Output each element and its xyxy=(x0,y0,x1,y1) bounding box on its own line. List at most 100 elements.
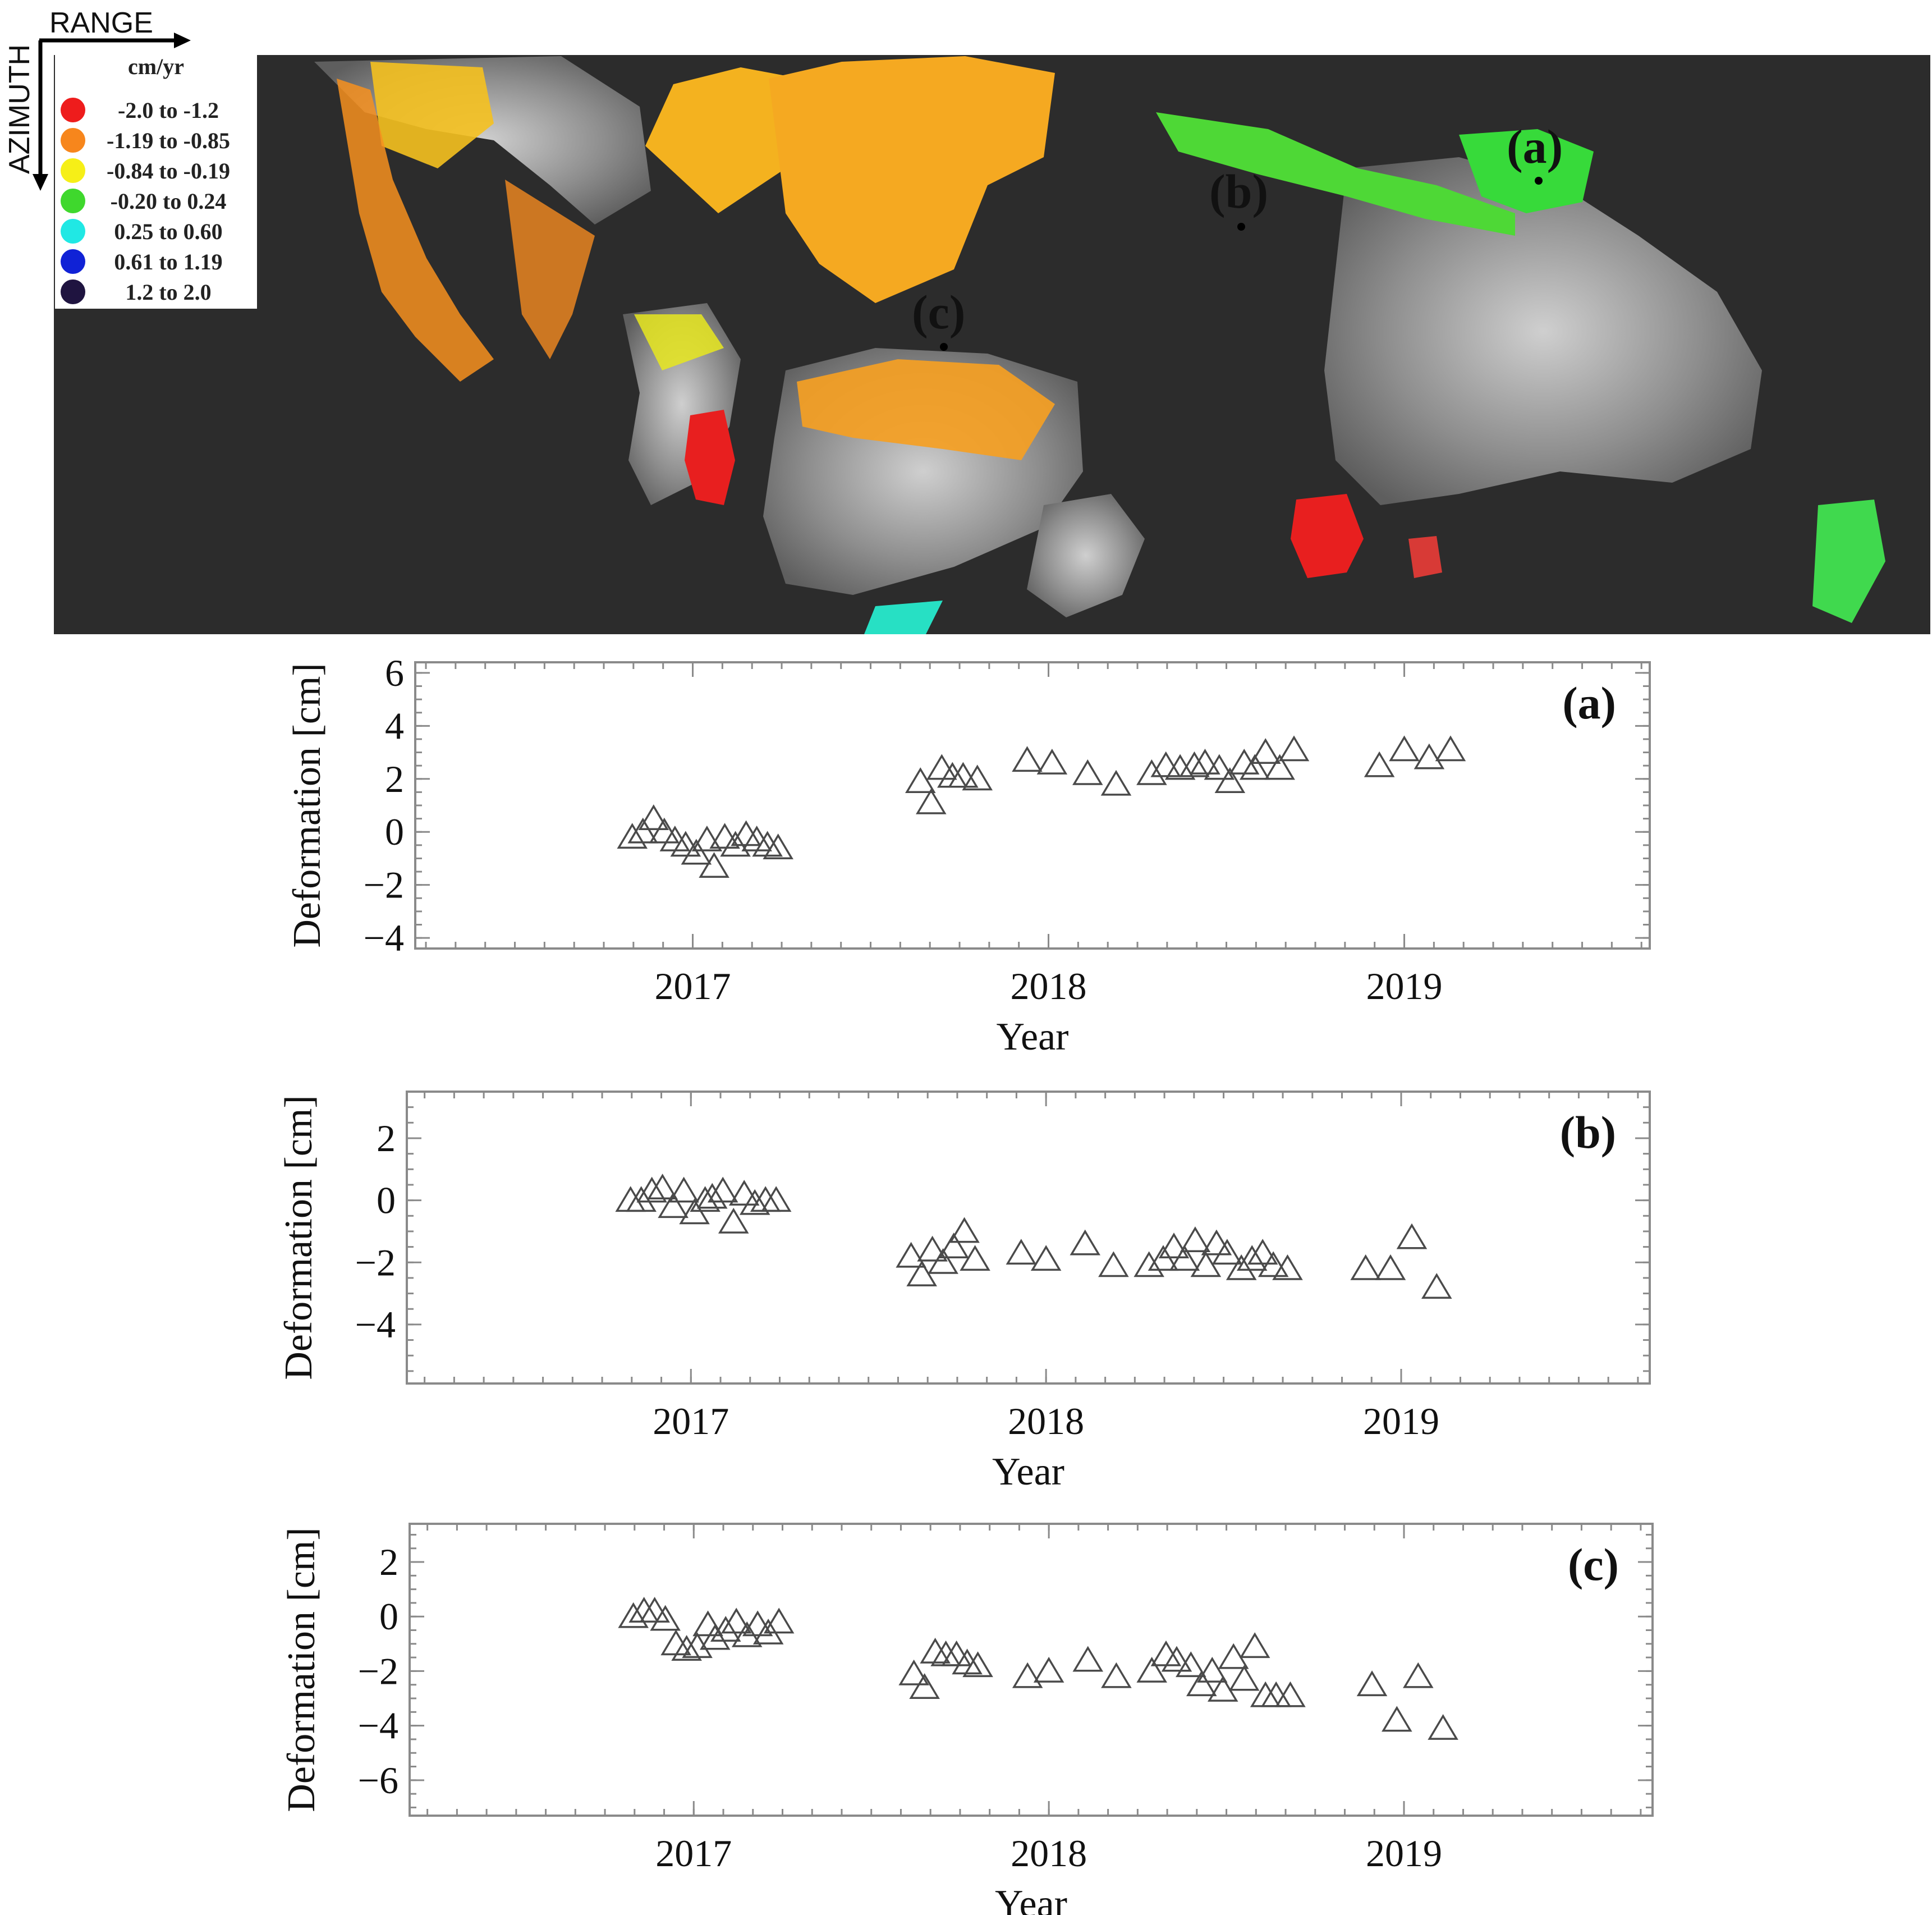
data-point xyxy=(1211,1239,1243,1265)
data-point xyxy=(1006,1239,1037,1265)
y-axis-label: Deformation [cm] xyxy=(286,663,329,947)
data-point xyxy=(617,823,648,849)
legend-swatch xyxy=(61,249,85,274)
legend-swatch xyxy=(61,219,85,244)
data-point xyxy=(760,1186,792,1212)
range-label: RANGE xyxy=(49,7,153,39)
panel-label: (b) xyxy=(1560,1107,1616,1158)
data-point xyxy=(763,833,793,860)
data-point xyxy=(763,1607,795,1634)
y-tick-label: −2 xyxy=(364,864,404,906)
data-point xyxy=(962,1651,993,1678)
data-point xyxy=(1239,754,1270,780)
x-tick-label: 2019 xyxy=(1366,1832,1442,1875)
data-point xyxy=(1236,1245,1268,1271)
data-point xyxy=(1176,1651,1206,1678)
data-point xyxy=(1275,1681,1306,1707)
data-point xyxy=(638,804,669,831)
y-tick-label: −2 xyxy=(355,1241,396,1284)
x-axis-label: Year xyxy=(992,1450,1064,1493)
legend-label: -2.0 to -1.2 xyxy=(118,98,219,123)
panel-label: (a) xyxy=(1562,677,1616,729)
data-point xyxy=(1190,1251,1222,1277)
data-point xyxy=(639,1597,670,1623)
velocity-legend: cm/yr -2.0 to -1.2 -1.19 to -0.85 -0.84 to… xyxy=(55,54,257,309)
data-point xyxy=(709,823,740,849)
data-point xyxy=(710,1616,741,1642)
data-point xyxy=(1226,1254,1257,1280)
x-tick-label: 2017 xyxy=(655,965,731,1007)
y-axis-label: Deformation [cm] xyxy=(280,1527,323,1812)
data-point xyxy=(691,825,723,851)
data-point xyxy=(626,1186,657,1212)
data-point xyxy=(670,831,701,857)
data-point xyxy=(1414,743,1445,769)
data-point xyxy=(707,1176,738,1203)
site-point-b xyxy=(1237,223,1245,231)
data-point xyxy=(1186,1670,1217,1697)
data-point xyxy=(1356,1670,1388,1697)
azimuth-label: AZIMUTH xyxy=(3,44,36,174)
data-point xyxy=(926,754,957,780)
data-point xyxy=(1179,751,1210,777)
data-point xyxy=(905,767,936,793)
data-point xyxy=(679,1198,710,1225)
site-point-a xyxy=(1535,177,1543,185)
x-axis-label: Year xyxy=(997,1015,1069,1059)
y-tick-label: 2 xyxy=(377,1117,396,1160)
legend-swatch xyxy=(61,280,85,304)
data-point xyxy=(1250,738,1281,764)
y-tick-label: −6 xyxy=(358,1759,398,1802)
legend-label: 1.2 to 2.0 xyxy=(125,280,211,305)
data-point xyxy=(668,1176,699,1203)
data-point xyxy=(699,852,729,878)
plot-frame xyxy=(406,1091,1651,1385)
x-tick-label: 2018 xyxy=(1011,965,1087,1007)
data-point xyxy=(1136,759,1167,785)
data-point xyxy=(671,1635,702,1661)
data-point xyxy=(699,1624,731,1650)
y-axis-label: Deformation [cm] xyxy=(277,1095,320,1380)
data-point xyxy=(627,817,659,844)
data-point xyxy=(1180,1226,1211,1252)
data-point xyxy=(1247,1239,1278,1265)
data-point xyxy=(906,1260,937,1286)
data-point xyxy=(721,1607,752,1634)
data-point xyxy=(1364,751,1395,777)
data-point xyxy=(896,1241,926,1268)
x-tick-label: 2017 xyxy=(653,1400,729,1442)
data-point xyxy=(1375,1254,1406,1280)
data-point xyxy=(1204,754,1235,780)
data-point xyxy=(1133,1251,1164,1277)
data-point xyxy=(1264,754,1295,780)
site-label-b: (b) xyxy=(1209,164,1268,218)
data-point xyxy=(1421,1273,1452,1299)
legend-swatch xyxy=(61,128,85,153)
data-point xyxy=(650,1605,681,1631)
data-point xyxy=(742,1610,773,1637)
data-point xyxy=(909,1673,940,1699)
y-tick-label: 6 xyxy=(385,652,404,694)
data-point xyxy=(1389,735,1420,762)
data-point xyxy=(1214,767,1246,793)
data-point xyxy=(917,1235,948,1262)
timeseries-plot-a: 2017 2018 2019 6 4 2 0 −2 −4 Year Deformation [cm]… xyxy=(286,652,1651,1059)
data-point xyxy=(1278,735,1310,762)
x-axis-label: Year xyxy=(995,1882,1067,1915)
data-point xyxy=(1012,746,1043,772)
y-tick-label: 0 xyxy=(377,1179,396,1222)
data-point xyxy=(696,1183,728,1209)
data-point xyxy=(898,1659,929,1685)
y-tick-label: −4 xyxy=(355,1303,396,1346)
site-markers: (a) (b) (c) xyxy=(912,120,1563,351)
y-tick-label: 2 xyxy=(379,1541,398,1583)
plot-frame xyxy=(409,1523,1654,1817)
data-point xyxy=(962,764,993,791)
data-point xyxy=(920,1637,951,1664)
data-point xyxy=(1272,1254,1303,1280)
data-point xyxy=(1100,769,1132,796)
data-point xyxy=(1136,1657,1167,1683)
data-point xyxy=(949,1217,980,1243)
data-point xyxy=(1239,1632,1270,1659)
data-point xyxy=(718,1207,749,1234)
